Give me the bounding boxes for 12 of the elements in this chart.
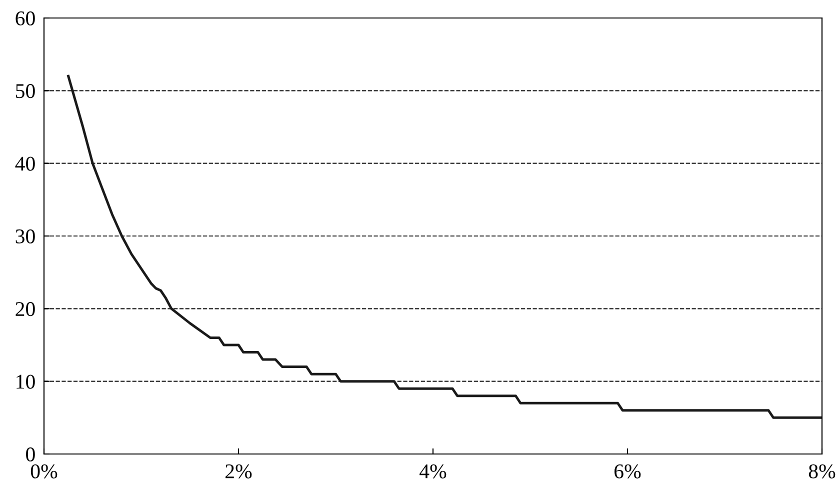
x-tick-label: 8% — [808, 464, 836, 478]
y-tick-label: 50 — [16, 84, 35, 98]
y-tick-label: 0 — [26, 447, 35, 462]
y-tick-label: 20 — [16, 302, 35, 316]
y-tick-label: 60 — [16, 11, 35, 26]
y-tick-label: 30 — [16, 229, 35, 244]
x-tick-label: 0% — [30, 464, 58, 478]
x-tick-label: 4% — [420, 464, 446, 478]
x-tick-label: 2% — [226, 464, 252, 478]
y-tick-label: 10 — [16, 374, 35, 389]
x-tick-label: 6% — [614, 464, 641, 478]
y-tick-label: 40 — [15, 156, 35, 171]
